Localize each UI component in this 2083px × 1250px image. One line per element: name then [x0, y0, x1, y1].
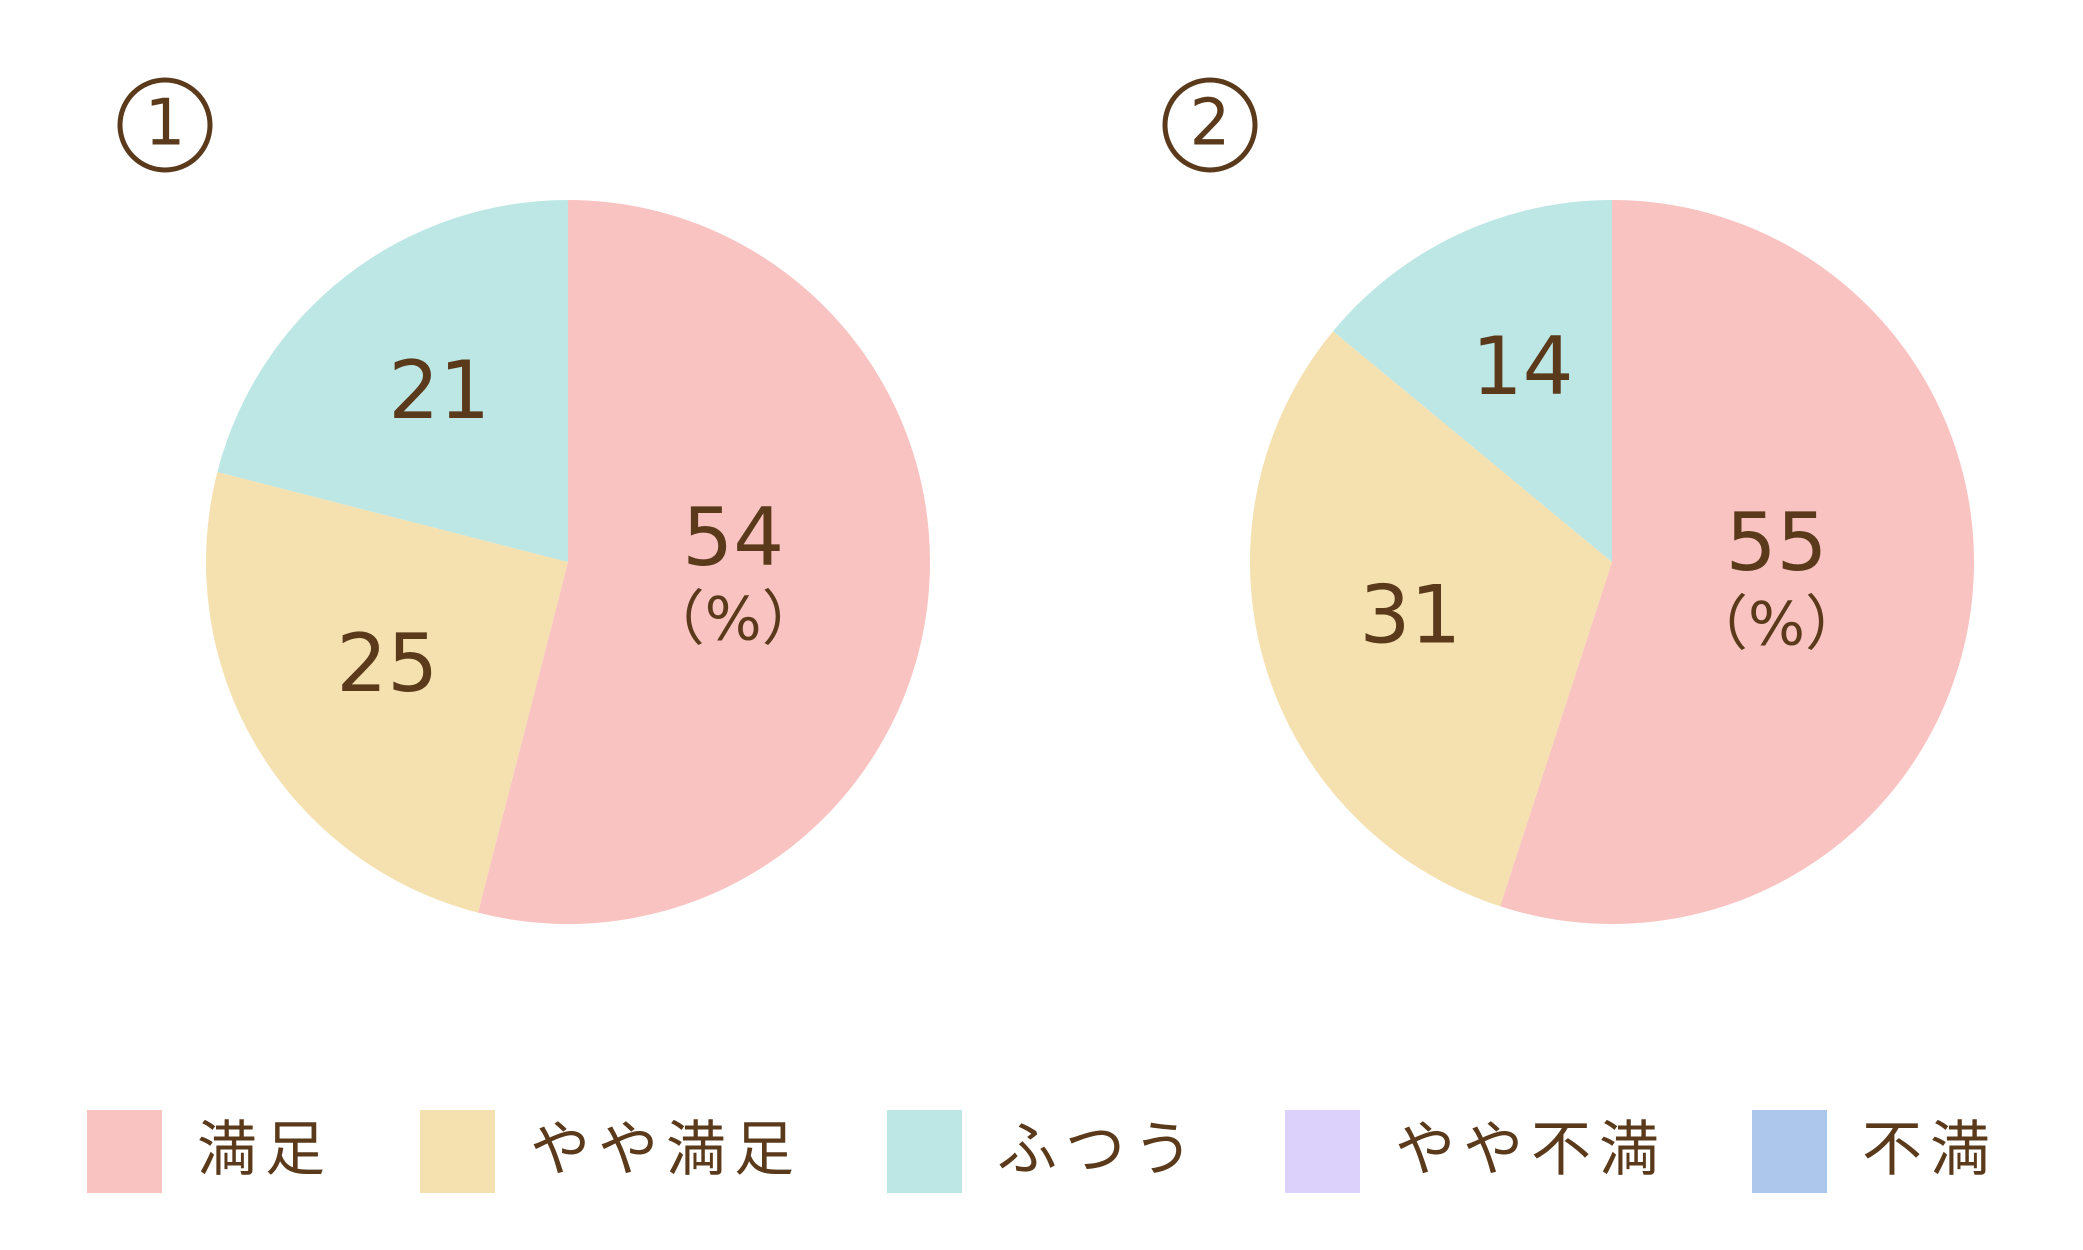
legend-item: 不満: [1752, 1110, 1998, 1193]
legend-item: やや不満: [1285, 1110, 1667, 1193]
legend-swatch: [1285, 1110, 1360, 1193]
legend-item: やや満足: [420, 1110, 802, 1193]
panel-label-circle: [1162, 77, 1258, 173]
slice-value-label: 25: [336, 617, 438, 710]
legend-swatch: [887, 1110, 962, 1193]
panel-label-number: 1: [145, 87, 186, 161]
percent-unit-label: （%）: [1688, 590, 1865, 660]
slice-value-label: 55: [1726, 496, 1828, 589]
pie-slice-1: [477, 200, 931, 924]
legend-label: ふつう: [997, 1115, 1201, 1185]
panel-label-number: 2: [1190, 87, 1231, 161]
panel-label: 1: [117, 77, 213, 173]
panel-label-circle: [117, 77, 213, 173]
legend-swatch: [87, 1110, 162, 1193]
legend: 満足 やや満足 ふつう やや不満 不満: [87, 1110, 1998, 1193]
pie-slice-2: [1249, 331, 1612, 907]
slice-value-label: 31: [1359, 569, 1461, 662]
pie-slice-3: [217, 200, 568, 562]
pie-slice-1: [1500, 200, 1975, 924]
pie-chart-2: 2 55（%） 31 14: [1162, 77, 1975, 924]
pie-slice-2: [206, 471, 569, 913]
percent-unit-label: （%）: [645, 584, 822, 654]
slice-value-label: 14: [1472, 320, 1574, 413]
panel-label: 2: [1162, 77, 1258, 173]
pie-slice-3: [1333, 200, 1612, 562]
slice-value-label: 21: [388, 344, 490, 437]
legend-label: 満足: [197, 1115, 333, 1185]
slice-value-label: 54: [682, 491, 784, 584]
legend-item: 満足: [87, 1110, 333, 1193]
legend-label: やや満足: [530, 1115, 802, 1185]
legend-label: やや不満: [1395, 1115, 1667, 1185]
pie-chart-1: 1 54（%） 25 21: [117, 77, 931, 924]
legend-label: 不満: [1862, 1115, 1998, 1185]
legend-item: ふつう: [887, 1110, 1201, 1193]
legend-swatch: [420, 1110, 495, 1193]
legend-swatch: [1752, 1110, 1827, 1193]
